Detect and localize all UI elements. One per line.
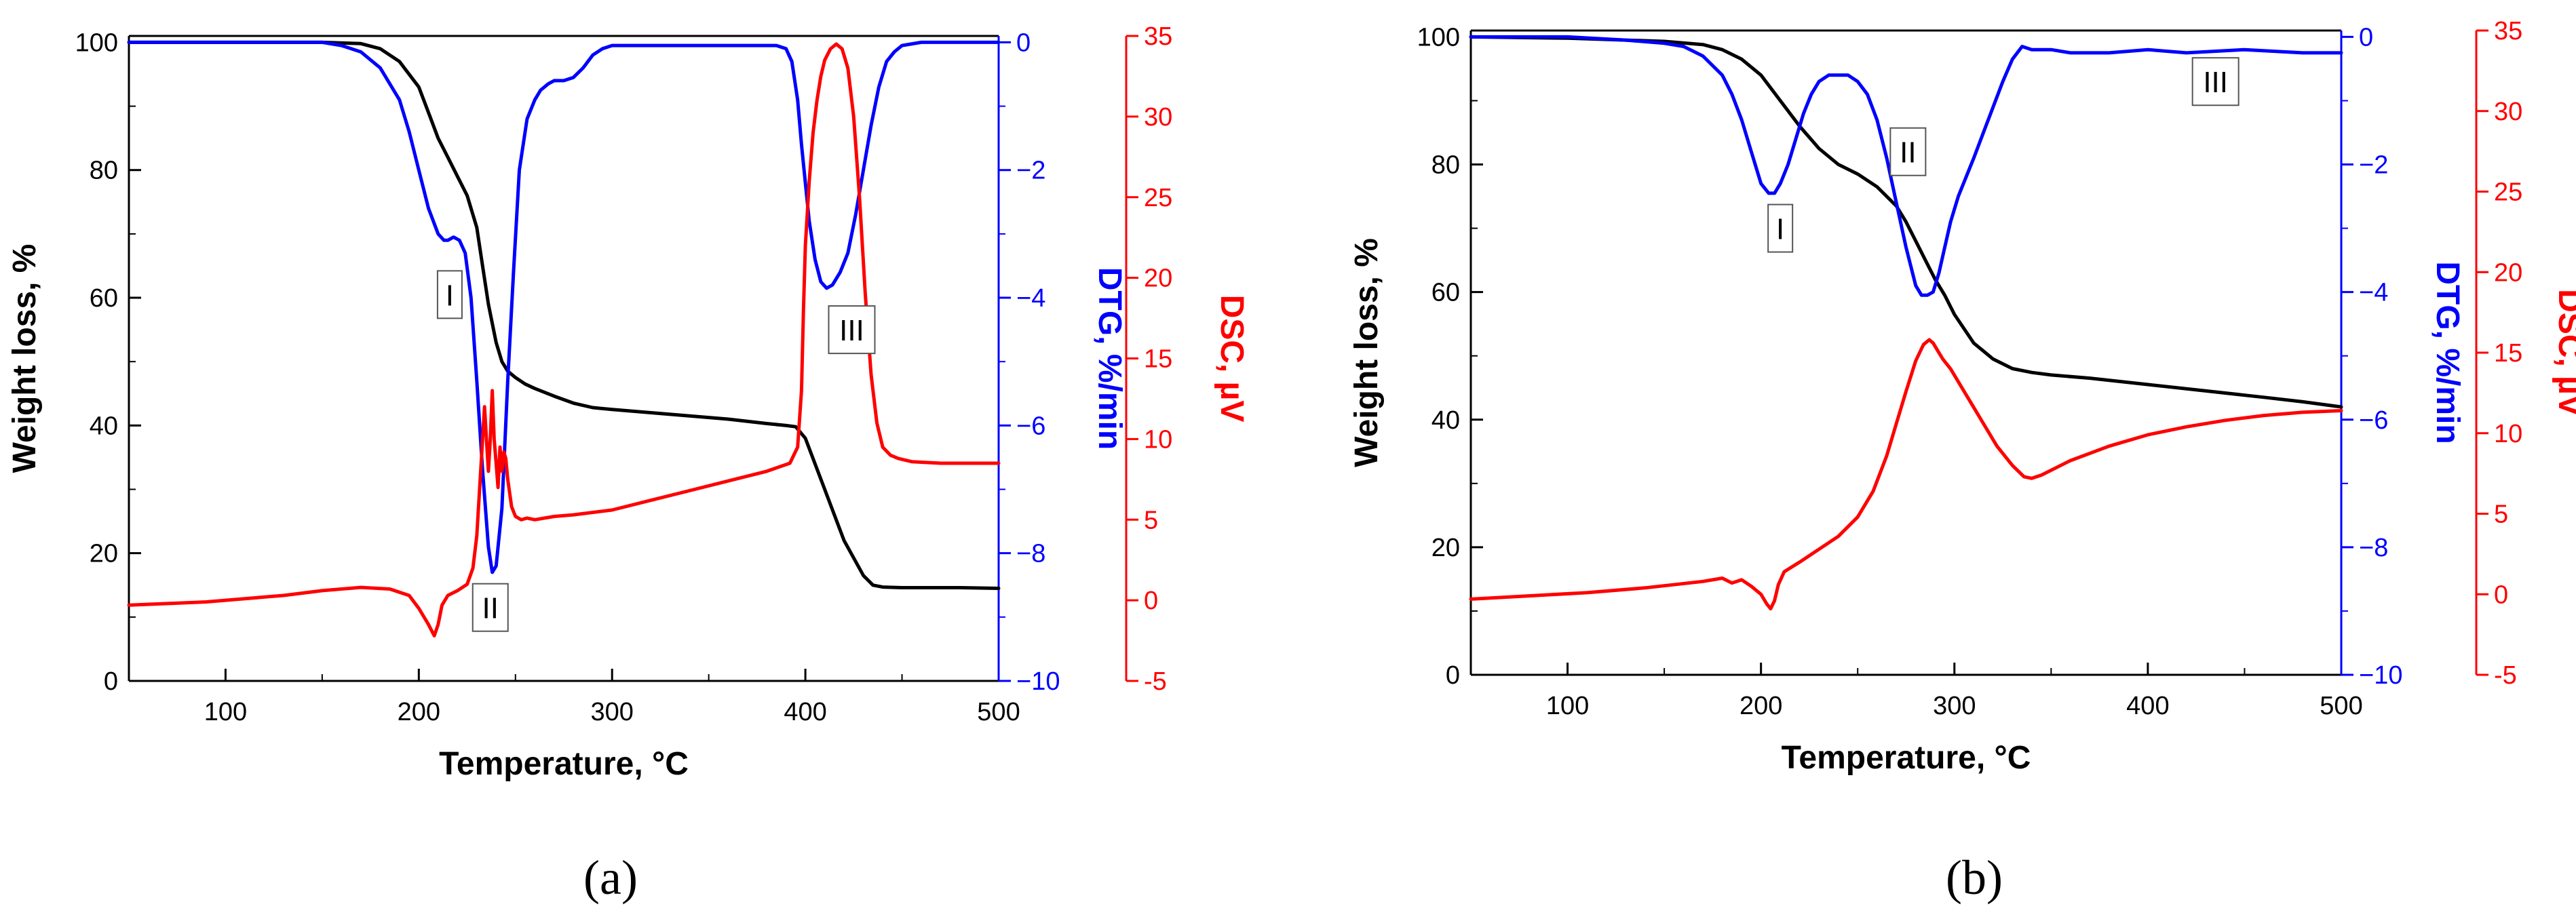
dsc-tick-label: 0 xyxy=(2494,581,2508,609)
series-line-dtg xyxy=(1469,35,2343,297)
x-tick-label: 200 xyxy=(398,698,440,726)
dtg-tick-label: −6 xyxy=(1016,412,1045,440)
dsc-tick-label: 35 xyxy=(2494,17,2522,45)
weight-tick-label: 0 xyxy=(104,667,118,696)
dsc-tick-label: 5 xyxy=(2494,501,2508,529)
x-tick-label: 100 xyxy=(204,698,247,726)
weight-tick-label: 100 xyxy=(1417,23,1460,52)
weight-axis-title: Weight loss, % xyxy=(1349,238,1385,467)
weight-tick-label: 100 xyxy=(75,28,118,57)
dsc-axis-title: DSC, µV xyxy=(1214,295,1250,423)
dtg-axis-title: DTG, %/min xyxy=(2429,261,2465,444)
dtg-tick-label: 0 xyxy=(1016,28,1031,57)
dsc-tick-label: 30 xyxy=(1144,103,1172,132)
dsc-axis-title: DSC, µV xyxy=(2552,289,2576,416)
x-tick-label: 400 xyxy=(2126,692,2169,720)
annotation-box xyxy=(472,583,509,632)
dtg-tick-label: −10 xyxy=(2359,661,2402,690)
annotation-label: II xyxy=(482,592,499,625)
x-axis-title: Temperature, °C xyxy=(1782,740,2031,776)
series-line-weight xyxy=(127,40,1001,590)
x-axis-title: Temperature, °C xyxy=(439,746,689,782)
annotation-box xyxy=(2191,57,2239,106)
weight-tick-label: 20 xyxy=(1431,534,1460,562)
panel-label: (a) xyxy=(583,850,638,905)
dsc-tick-label: 20 xyxy=(2494,258,2522,287)
series-line-dsc xyxy=(1469,338,2343,611)
series-line-weight xyxy=(1469,35,2343,409)
dtg-tick-label: −8 xyxy=(1016,540,1045,568)
x-tick-label: 100 xyxy=(1546,692,1589,720)
dsc-tick-label: -5 xyxy=(1144,667,1167,696)
dtg-tick-label: −4 xyxy=(2359,279,2388,307)
dtg-axis-title: DTG, %/min xyxy=(1092,267,1128,450)
annotation-label: I xyxy=(1776,213,1784,246)
weight-tick-label: 80 xyxy=(90,157,118,185)
annotation-label: I xyxy=(446,279,454,312)
dsc-tick-label: 15 xyxy=(2494,339,2522,368)
weight-tick-label: 40 xyxy=(1431,406,1460,435)
dtg-tick-label: −8 xyxy=(2359,534,2388,562)
x-tick-label: 500 xyxy=(2320,692,2362,720)
dsc-tick-label: 0 xyxy=(1144,587,1158,615)
annotation-box xyxy=(436,270,463,319)
annotation-box xyxy=(1889,127,1927,176)
x-tick-label: 300 xyxy=(1933,692,1976,720)
dtg-tick-label: −2 xyxy=(1016,157,1045,185)
dtg-tick-label: −6 xyxy=(2359,406,2388,435)
x-tick-label: 200 xyxy=(1739,692,1782,720)
weight-axis-title: Weight loss, % xyxy=(7,244,43,473)
panel-label: (b) xyxy=(1946,850,2003,905)
weight-tick-label: 60 xyxy=(90,284,118,313)
dsc-tick-label: 15 xyxy=(1144,345,1172,374)
dsc-tick-label: 5 xyxy=(1144,506,1158,534)
dtg-tick-label: 0 xyxy=(2359,23,2373,52)
dsc-tick-label: -5 xyxy=(2494,661,2517,690)
dtg-tick-label: −10 xyxy=(1016,667,1060,696)
annotation-label: III xyxy=(839,314,864,347)
dsc-tick-label: 10 xyxy=(2494,420,2522,448)
annotation-label: III xyxy=(2203,66,2228,99)
dsc-tick-label: 25 xyxy=(1144,184,1172,212)
annotation-box xyxy=(828,305,876,355)
weight-tick-label: 80 xyxy=(1431,151,1460,180)
weight-tick-label: 40 xyxy=(90,412,118,440)
x-tick-label: 300 xyxy=(591,698,634,726)
x-tick-label: 500 xyxy=(977,698,1020,726)
weight-tick-label: 20 xyxy=(90,540,118,568)
series-line-dsc xyxy=(127,42,1001,638)
weight-tick-label: 60 xyxy=(1431,279,1460,307)
weight-tick-label: 0 xyxy=(1446,661,1460,690)
x-tick-label: 400 xyxy=(784,698,826,726)
dsc-tick-label: 20 xyxy=(1144,264,1172,293)
dsc-tick-label: 10 xyxy=(1144,425,1172,454)
dsc-tick-label: 35 xyxy=(1144,22,1172,51)
dtg-tick-label: −4 xyxy=(1016,284,1045,313)
dsc-tick-label: 30 xyxy=(2494,98,2522,126)
annotation-label: II xyxy=(1900,136,1916,170)
annotation-box xyxy=(1767,203,1794,253)
series-line-dtg xyxy=(127,40,1001,574)
dsc-tick-label: 25 xyxy=(2494,178,2522,207)
dtg-tick-label: −2 xyxy=(2359,151,2388,180)
